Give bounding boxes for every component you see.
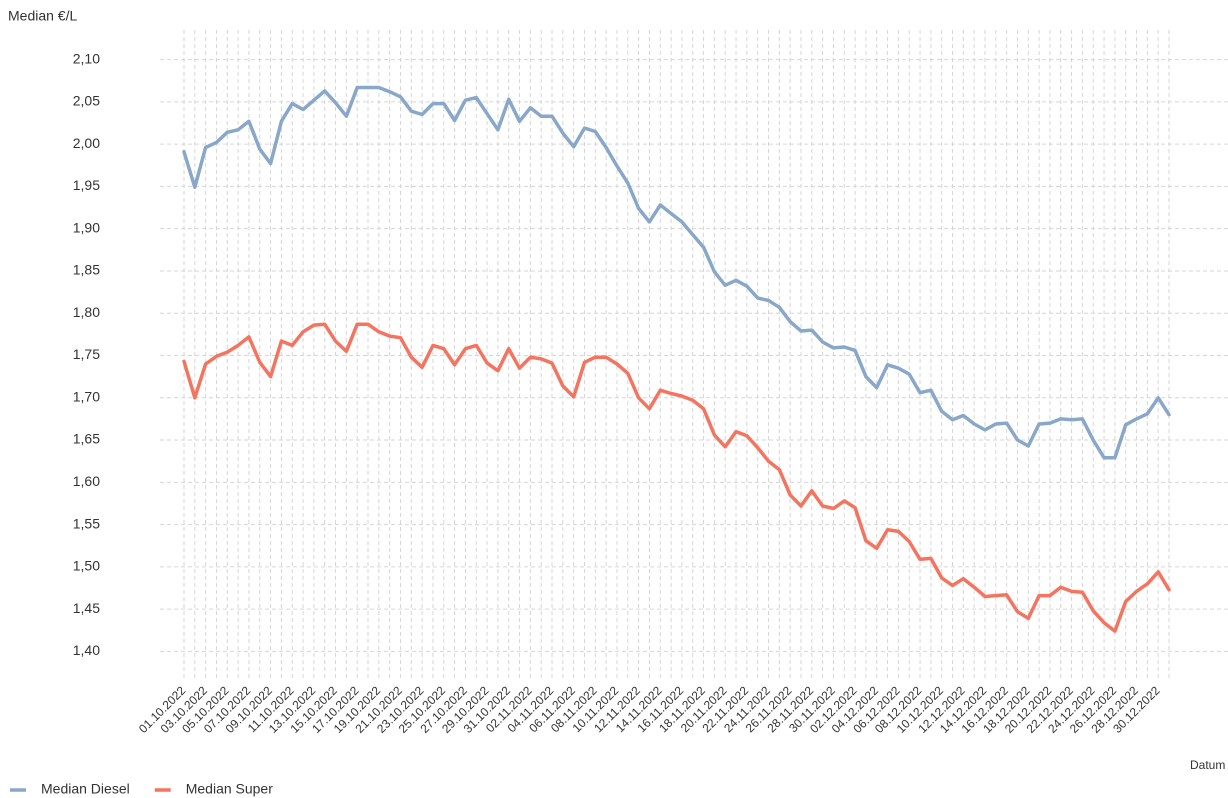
legend-label: Median Super (186, 781, 274, 797)
legend-label: Median Diesel (41, 781, 130, 797)
y-tick-label: 1,85 (73, 262, 100, 278)
y-tick-label: 1,50 (73, 558, 100, 574)
y-tick-label: 1,70 (73, 388, 100, 404)
y-tick-label: 2,10 (73, 50, 100, 66)
x-axis-title: Datum (1190, 758, 1225, 772)
data-line (182, 85, 1171, 460)
y-tick-label: 1,75 (73, 346, 100, 362)
y-tick-label: 2,05 (73, 93, 100, 109)
y-tick-label: 1,90 (73, 219, 100, 235)
y-tick-label: 1,95 (73, 177, 100, 193)
y-tick-label: 1,40 (73, 642, 100, 658)
y-tick-label: 1,60 (73, 473, 100, 489)
y-tick-label: 1,80 (73, 304, 100, 320)
y-tick-label: 2,00 (73, 135, 100, 151)
y-tick-label: 1,45 (73, 600, 100, 616)
y-axis-title: Median €/L (8, 8, 77, 24)
data-line (182, 322, 1171, 633)
y-tick-label: 1,55 (73, 515, 100, 531)
y-tick-label: 1,65 (73, 431, 100, 447)
